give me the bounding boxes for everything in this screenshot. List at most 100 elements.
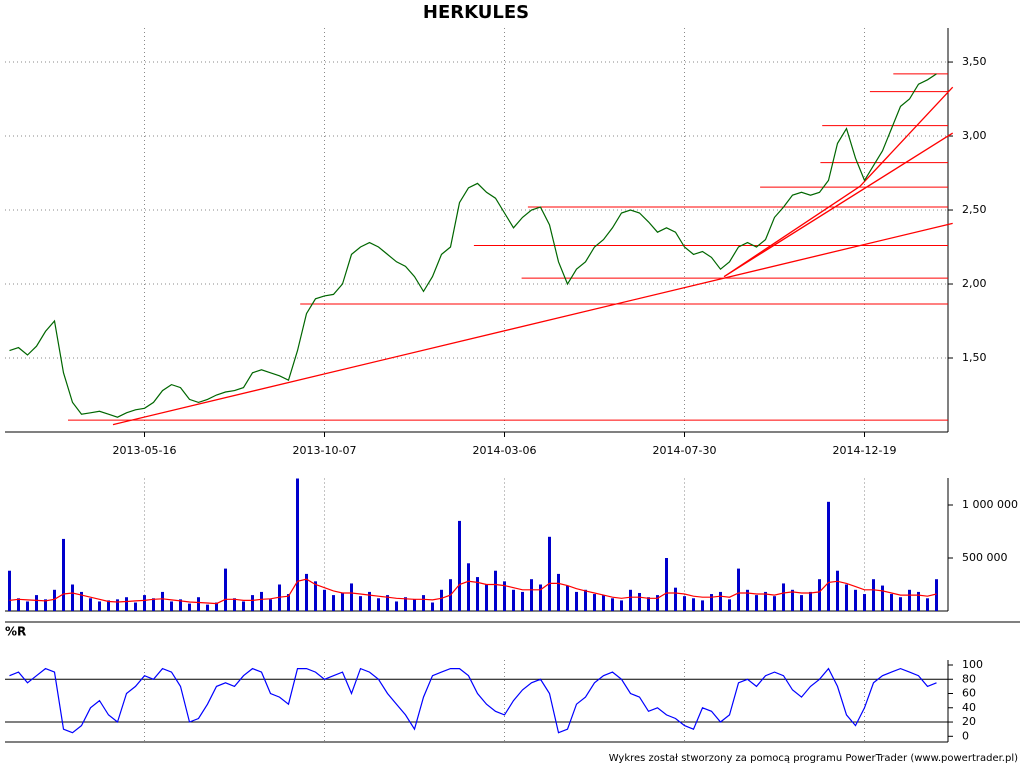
- volume-bar: [530, 579, 533, 611]
- volume-bar: [611, 598, 614, 611]
- volume-bar: [62, 538, 65, 611]
- footer: Wykres został stworzony za pomocą progra…: [609, 753, 1018, 764]
- volume-bar: [350, 583, 353, 611]
- volume-bar: [845, 584, 848, 611]
- volume-bar: [800, 595, 803, 611]
- volume-bar: [926, 598, 929, 611]
- volume-bar: [575, 591, 578, 611]
- chart-title: HERKULES: [423, 2, 529, 23]
- volume-bar: [377, 598, 380, 611]
- series-line: [9, 667, 937, 734]
- volume-bar: [485, 584, 488, 611]
- volume-bar: [197, 597, 200, 611]
- volume-bar: [332, 595, 335, 611]
- x-tick-label: 2013-10-07: [293, 444, 357, 457]
- volume-bar: [872, 579, 875, 611]
- volume-bar: [152, 598, 155, 611]
- y-tick-label: 40: [962, 701, 976, 714]
- volume-bar: [314, 581, 317, 611]
- volume-bar: [26, 601, 29, 611]
- volume-bar: [170, 601, 173, 611]
- volume-bar: [323, 589, 326, 611]
- volume-bar: [368, 591, 371, 611]
- volume-bar: [512, 589, 515, 611]
- y-tick-label: 80: [962, 672, 976, 685]
- volume-bar: [791, 589, 794, 611]
- volume-bar: [35, 595, 38, 611]
- volume-bar: [467, 563, 470, 611]
- volume-bar: [359, 596, 362, 611]
- volume-bar: [494, 570, 497, 611]
- volume-bar: [674, 587, 677, 611]
- volume-bar: [17, 598, 20, 611]
- volume-bar: [692, 598, 695, 611]
- volume-bar: [215, 602, 218, 611]
- volume-bar: [296, 478, 299, 611]
- volume-bar: [242, 601, 245, 611]
- volume-bar: [809, 591, 812, 611]
- y-tick-label: 2,50: [962, 203, 987, 216]
- volume-bar: [827, 501, 830, 611]
- x-tick-label: 2013-05-16: [113, 444, 177, 457]
- volume-bar: [620, 600, 623, 611]
- volume-bar: [143, 595, 146, 611]
- volume-bar: [665, 558, 668, 611]
- volume-bar: [161, 591, 164, 611]
- volume-bar: [476, 577, 479, 611]
- x-tick-label: 2014-03-06: [473, 444, 537, 457]
- volume-bar: [206, 604, 209, 611]
- volume-bar: [548, 536, 551, 611]
- volume-bar: [98, 601, 101, 611]
- volume-bar: [521, 591, 524, 611]
- volume-bar: [71, 584, 74, 611]
- volume-bar: [179, 599, 182, 611]
- volume-bar: [638, 592, 641, 611]
- volume-bar: [683, 596, 686, 611]
- y-tick-label: 500 000: [962, 551, 1008, 564]
- volume-bar: [458, 520, 461, 611]
- volume-bar: [647, 597, 650, 611]
- volume-bar: [305, 573, 308, 611]
- volume-bar: [269, 599, 272, 611]
- series-line: [9, 578, 937, 605]
- y-tick-label: 3,50: [962, 55, 987, 68]
- volume-bar: [656, 595, 659, 611]
- volume-bar: [188, 603, 191, 611]
- volume-bar: [107, 600, 110, 611]
- volume-bar: [395, 601, 398, 611]
- volume-bar: [899, 597, 902, 611]
- volume-bar: [89, 598, 92, 611]
- x-tick-label: 2014-07-30: [653, 444, 717, 457]
- volume-bar: [440, 589, 443, 611]
- volume-bar: [413, 599, 416, 611]
- trend-line: [859, 86, 954, 187]
- volume-bar: [8, 570, 11, 611]
- volume-bar: [422, 595, 425, 611]
- volume-bar: [44, 599, 47, 611]
- volume-bar: [854, 589, 857, 611]
- y-tick-label: 0: [962, 729, 969, 742]
- trend-line: [723, 185, 861, 278]
- volume-bar: [818, 579, 821, 611]
- volume-bar: [134, 602, 137, 611]
- volume-bar: [782, 583, 785, 611]
- volume-bar: [260, 591, 263, 611]
- volume-bar: [539, 584, 542, 611]
- trend-line: [112, 222, 953, 426]
- y-tick-label: 100: [962, 658, 983, 671]
- series-line: [9, 73, 937, 418]
- volume-bar: [935, 579, 938, 611]
- x-tick-label: 2014-12-19: [833, 444, 897, 457]
- volume-bar: [233, 598, 236, 611]
- trend-line: [723, 132, 954, 278]
- volume-bar: [53, 589, 56, 611]
- volume-bar: [710, 594, 713, 611]
- volume-bar: [908, 589, 911, 611]
- volume-bar: [593, 594, 596, 611]
- y-tick-label: 1,50: [962, 351, 987, 364]
- y-tick-label: 20: [962, 715, 976, 728]
- volume-bar: [755, 595, 758, 611]
- volume-bar: [224, 568, 227, 611]
